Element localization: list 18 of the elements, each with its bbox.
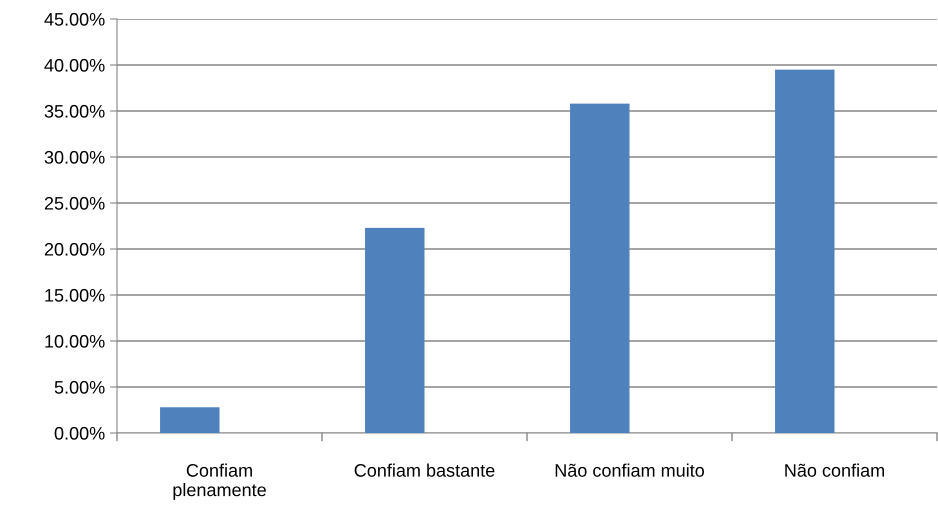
x-tick-label: Confiam bastante	[354, 464, 494, 477]
x-tick-label: Não confiam muito	[556, 464, 704, 477]
y-tick-label: 35.00%	[44, 104, 105, 118]
y-tick-label: 30.00%	[44, 150, 105, 164]
y-tick-label: 5.00%	[54, 380, 105, 394]
x-tick-label: Não confiam	[785, 464, 884, 477]
bar	[160, 407, 220, 433]
y-tick-label: 0.00%	[54, 426, 105, 440]
y-tick-label: 45.00%	[44, 12, 105, 26]
bar	[365, 228, 424, 433]
y-tick-label: 10.00%	[45, 334, 105, 348]
x-tick-label: Confiam plenamente	[173, 464, 266, 500]
bar	[775, 70, 834, 433]
y-tick-label: 20.00%	[44, 242, 105, 256]
y-tick-label: 15.00%	[45, 288, 105, 302]
y-tick-label: 25.00%	[44, 196, 105, 210]
y-tick-label: 40.00%	[44, 58, 105, 72]
bar	[570, 104, 630, 433]
